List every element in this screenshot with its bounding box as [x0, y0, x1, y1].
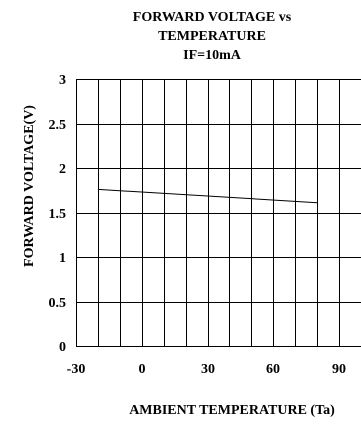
y-tick-label: 2.5 [49, 118, 67, 133]
chart-title-line-3: IF=10mA [183, 48, 242, 63]
y-tick-labels: 0 0.5 1 1.5 2 2.5 3 [49, 73, 67, 355]
y-tick-label: 2 [59, 162, 66, 177]
grid [76, 79, 361, 347]
y-tick-label: 0 [59, 340, 66, 355]
x-tick-label: 0 [139, 362, 146, 377]
x-tick-label: -30 [67, 362, 86, 377]
x-tick-label: 60 [266, 362, 280, 377]
chart-title-line-1: FORWARD VOLTAGE vs [133, 10, 292, 25]
y-tick-label: 0.5 [49, 296, 67, 311]
plot-series [97, 188, 318, 204]
chart-title-line-2: TEMPERATURE [158, 29, 266, 44]
x-tick-label: 90 [332, 362, 346, 377]
y-tick-label: 1.5 [49, 207, 67, 222]
x-axis-title: AMBIENT TEMPERATURE (Ta) [129, 403, 335, 418]
y-axis-title: FORWARD VOLTAGE(V) [22, 105, 37, 267]
y-tick-label: 3 [59, 73, 66, 88]
y-tick-label: 1 [59, 251, 66, 266]
x-tick-labels: -30 0 30 60 90 [67, 362, 346, 377]
chart-title: FORWARD VOLTAGE vs TEMPERATURE IF=10mA [133, 10, 292, 63]
series-line-0 [97, 188, 318, 204]
x-tick-label: 30 [201, 362, 215, 377]
